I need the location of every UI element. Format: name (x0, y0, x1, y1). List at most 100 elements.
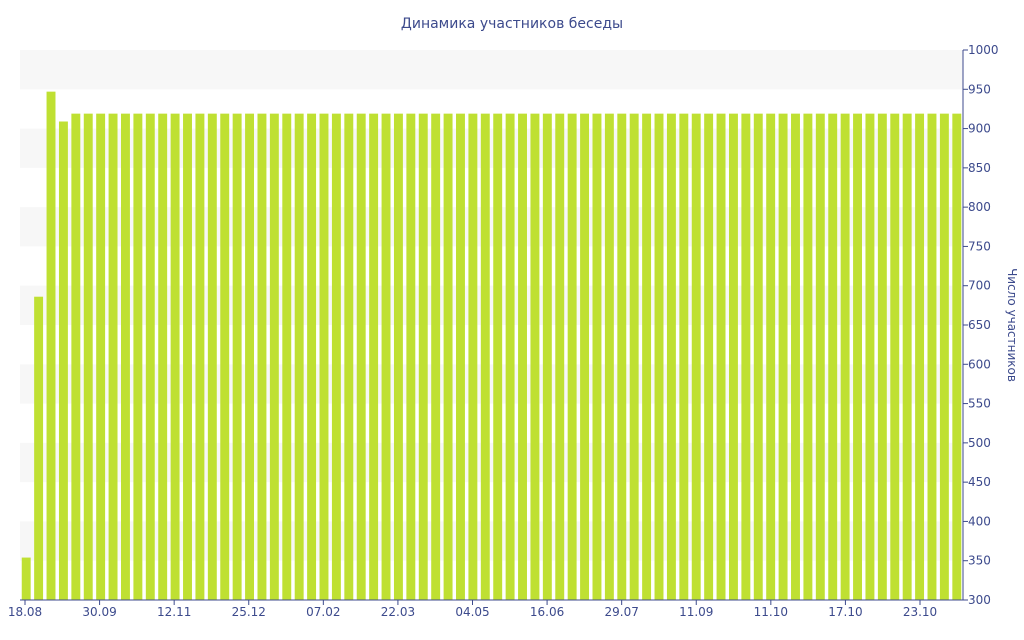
x-tick-label: 23.10 (903, 605, 937, 619)
bar (269, 113, 279, 600)
chart-title: Динамика участников беседы (401, 16, 623, 32)
bar (195, 113, 205, 600)
bar (145, 113, 155, 600)
bar (468, 113, 478, 600)
bar (890, 113, 900, 600)
bar (480, 113, 490, 600)
bars-group (21, 91, 962, 600)
bar (331, 113, 341, 600)
x-tick-label: 16.06 (530, 605, 564, 619)
x-tick-label: 11.10 (754, 605, 788, 619)
y-tick-label: 800 (968, 200, 991, 214)
bar (344, 113, 354, 600)
bar (691, 113, 701, 600)
bar (381, 113, 391, 600)
bar (245, 113, 255, 600)
bar (815, 113, 825, 600)
y-axis: 300 350 400 450 500 550 600 650 700 750 800 850 900 9… (962, 43, 999, 607)
bar (34, 296, 44, 600)
y-tick-label: 950 (968, 82, 991, 96)
bar (319, 113, 329, 600)
y-tick-label: 550 (968, 397, 991, 411)
y-tick-label: 750 (968, 239, 991, 253)
x-tick-label: 25.12 (232, 605, 266, 619)
bar (207, 113, 217, 600)
bar (828, 113, 838, 600)
bar (542, 113, 552, 600)
bar (406, 113, 416, 600)
bar (83, 113, 93, 600)
bar (307, 113, 317, 600)
bar (716, 113, 726, 600)
bar (158, 113, 168, 600)
bar (778, 113, 788, 600)
y-tick-label: 350 (968, 554, 991, 568)
bar (46, 91, 56, 600)
bar (853, 113, 862, 600)
bar (555, 113, 565, 600)
bar (220, 113, 230, 600)
bar (257, 113, 267, 600)
x-axis: 18.08 30.09 12.11 25.12 07.02 22.03 04.05 16.06… (8, 599, 963, 619)
bar (728, 113, 738, 600)
bar (232, 113, 242, 600)
bar (654, 113, 664, 600)
bar (567, 113, 577, 600)
y-tick-label: 450 (968, 475, 991, 489)
bar (356, 113, 366, 600)
bar (282, 113, 292, 600)
bar (170, 113, 180, 600)
bar (604, 113, 614, 600)
bar (927, 113, 937, 600)
y-tick-label: 500 (968, 436, 991, 450)
y-axis-title: Число участников (1005, 268, 1019, 382)
y-tick-label: 300 (968, 593, 991, 607)
y-tick-label: 650 (968, 318, 991, 332)
x-tick-label: 18.08 (8, 605, 42, 619)
bar (939, 113, 949, 600)
bar (418, 113, 428, 600)
x-tick-label: 17.10 (828, 605, 862, 619)
bar (741, 113, 751, 600)
bar (518, 113, 527, 600)
bar (704, 113, 714, 600)
bar (108, 113, 118, 600)
bar (840, 113, 850, 600)
x-tick-label: 29.07 (604, 605, 638, 619)
bar (952, 113, 962, 600)
bar (766, 113, 776, 600)
bar (642, 113, 652, 600)
bar (803, 113, 813, 600)
bar (629, 113, 639, 600)
x-tick-label: 04.05 (455, 605, 489, 619)
bar (443, 113, 453, 600)
y-tick-label: 900 (968, 122, 991, 136)
bar (865, 113, 875, 600)
x-tick-label: 11.09 (679, 605, 713, 619)
bar (666, 113, 676, 600)
y-tick-label: 1000 (968, 43, 999, 57)
bar (791, 113, 800, 600)
bar (183, 113, 192, 600)
y-tick-label: 850 (968, 161, 991, 175)
bar (133, 113, 143, 600)
bar (456, 113, 465, 600)
bar (121, 113, 130, 600)
x-tick-label: 12.11 (157, 605, 191, 619)
y-tick-label: 600 (968, 357, 991, 371)
bar (530, 113, 540, 600)
bar (21, 557, 31, 600)
bar (902, 113, 912, 600)
bar (431, 113, 441, 600)
bar (915, 113, 925, 600)
bar (493, 113, 503, 600)
x-tick-label: 22.03 (381, 605, 415, 619)
bar (393, 113, 403, 600)
bar (592, 113, 602, 600)
y-tick-label: 400 (968, 514, 991, 528)
bar (877, 113, 887, 600)
bar (96, 113, 106, 600)
bar (369, 113, 379, 600)
